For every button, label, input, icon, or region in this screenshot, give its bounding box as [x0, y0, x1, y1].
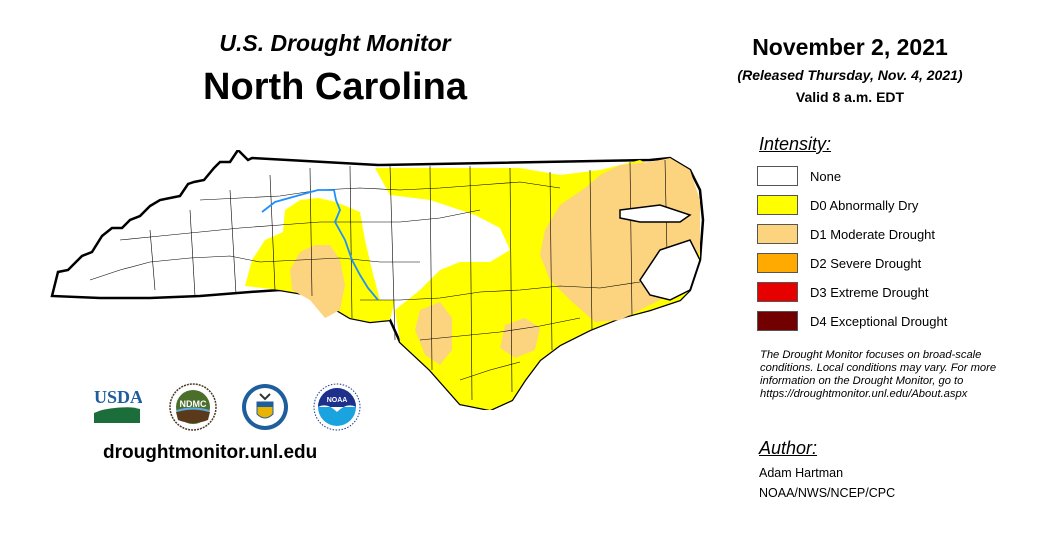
ndmc-logo: NDMC	[168, 382, 218, 432]
legend-item-d2: D2 Severe Drought	[757, 252, 921, 274]
disclaimer-note: The Drought Monitor focuses on broad-sca…	[760, 349, 1050, 401]
swatch-d0	[757, 195, 798, 215]
legend-label: D2 Severe Drought	[810, 255, 922, 271]
swatch-d4	[757, 311, 798, 331]
svg-text:USDA: USDA	[94, 387, 142, 407]
note-line: The Drought Monitor focuses on broad-sca…	[760, 349, 982, 361]
map-date: November 2, 2021	[752, 34, 948, 60]
svg-text:NOAA: NOAA	[327, 397, 348, 404]
legend-label: D0 Abnormally Dry	[810, 197, 919, 213]
legend-label: None	[810, 168, 842, 184]
legend-label: D1 Moderate Drought	[810, 226, 936, 242]
doc-seal-logo	[240, 382, 290, 432]
albemarle-sound	[619, 204, 692, 223]
legend-title: Intensity:	[759, 134, 832, 154]
swatch-d3	[757, 282, 798, 302]
map-title: North Carolina	[203, 66, 467, 108]
pamlico-sound	[639, 239, 701, 301]
legend-label: D3 Extreme Drought	[810, 284, 929, 300]
site-url[interactable]: droughtmonitor.unl.edu	[103, 442, 318, 463]
swatch-d1	[757, 224, 798, 244]
swatch-d2	[757, 253, 798, 273]
release-date: (Released Thursday, Nov. 4, 2021)	[737, 67, 963, 83]
note-line: information on the Drought Monitor, go t…	[760, 375, 964, 387]
legend-item-d4: D4 Exceptional Drought	[757, 310, 947, 332]
swatch-none	[757, 166, 798, 186]
d1-region-south-b	[500, 318, 540, 358]
d1-region-south-a	[415, 302, 452, 365]
noaa-logo: NOAA	[312, 382, 362, 432]
note-line: conditions. Local conditions may vary. F…	[760, 362, 997, 374]
legend-item-none: None	[757, 165, 841, 187]
county-lines	[89, 159, 669, 401]
legend-item-d0: D0 Abnormally Dry	[757, 194, 918, 216]
usda-logo: USDA	[92, 383, 143, 433]
author-org: NOAA/NWS/NCEP/CPC	[759, 486, 896, 500]
note-link[interactable]: https://droughtmonitor.unl.edu/About.asp…	[760, 388, 968, 400]
map-subtitle: U.S. Drought Monitor	[219, 30, 451, 56]
yadkin-river	[261, 189, 379, 301]
valid-time: Valid 8 a.m. EDT	[795, 89, 905, 105]
legend-label: D4 Exceptional Drought	[810, 313, 948, 329]
author-name: Adam Hartman	[759, 466, 844, 480]
legend-item-d3: D3 Extreme Drought	[757, 281, 929, 303]
legend-item-d1: D1 Moderate Drought	[757, 223, 935, 245]
author-title: Author:	[759, 438, 818, 458]
d1-region-west	[290, 245, 345, 318]
svg-text:NDMC: NDMC	[180, 399, 207, 409]
drought-map	[50, 150, 705, 410]
